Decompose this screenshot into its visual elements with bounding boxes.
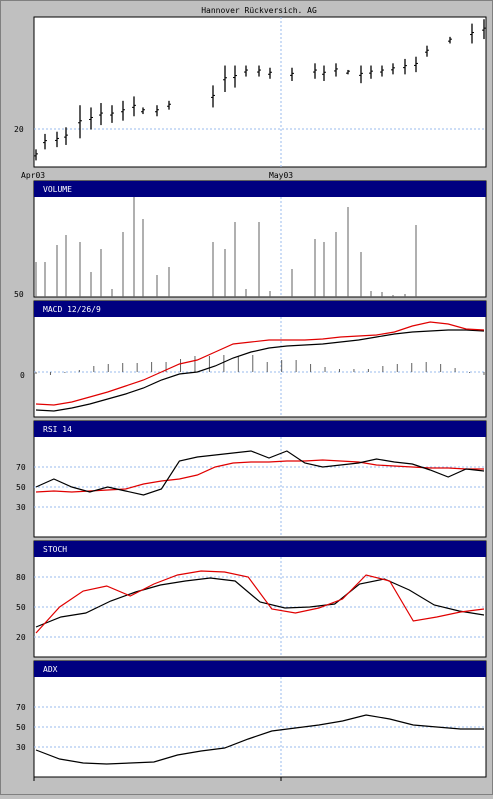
adx-panel	[33, 660, 487, 778]
macd-signal-line	[35, 329, 485, 412]
stoch-k-line	[35, 577, 485, 628]
stoch-d-line	[35, 570, 485, 634]
adx-header	[34, 661, 486, 677]
x-label-apr03: Apr03	[21, 171, 45, 180]
rsi-label: RSI 14	[43, 425, 72, 434]
macd-line	[35, 321, 485, 406]
rsi-tick-label: 50	[16, 483, 26, 492]
rsi-tick-label: 70	[16, 463, 26, 472]
rsi-line	[35, 450, 485, 496]
stoch-plot	[35, 570, 485, 634]
volume-label: VOLUME	[43, 185, 72, 194]
volume-tick-label: 50	[14, 290, 24, 299]
macd-label: MACD 12/26/9	[43, 305, 101, 314]
adx-tick-label: 30	[16, 743, 26, 752]
volume-header	[34, 181, 486, 197]
stoch-tick-label: 20	[16, 633, 26, 642]
stoch-panel	[33, 540, 487, 658]
rsi-average-line	[35, 459, 484, 493]
rsi-panel	[33, 420, 487, 538]
stoch-tick-label: 80	[16, 573, 26, 582]
macd-plot	[34, 321, 486, 412]
adx-ticks: 70 50 30	[16, 703, 486, 752]
stoch-ticks: 80 50 20	[16, 573, 486, 642]
adx-label: ADX	[43, 665, 58, 674]
stoch-header	[34, 541, 486, 557]
price-panel	[33, 16, 487, 168]
price-bars	[34, 19, 486, 161]
volume-panel	[33, 180, 487, 298]
adx-line	[35, 714, 484, 765]
macd-tick-label: 0	[20, 371, 25, 380]
price-tick-label: 20	[14, 125, 24, 134]
adx-tick-label: 70	[16, 703, 26, 712]
adx-plot	[35, 714, 484, 765]
macd-header	[34, 301, 486, 317]
macd-panel	[33, 300, 487, 418]
stoch-tick-label: 50	[16, 603, 26, 612]
stoch-label: STOCH	[43, 545, 67, 554]
rsi-header	[34, 421, 486, 437]
rsi-tick-label: 30	[16, 503, 26, 512]
chart-title: Hannover Rückversich. AG	[201, 6, 317, 15]
volume-bars	[35, 197, 417, 297]
x-label-may03: May03	[269, 171, 293, 180]
rsi-plot	[35, 450, 485, 496]
adx-tick-label: 50	[16, 723, 26, 732]
